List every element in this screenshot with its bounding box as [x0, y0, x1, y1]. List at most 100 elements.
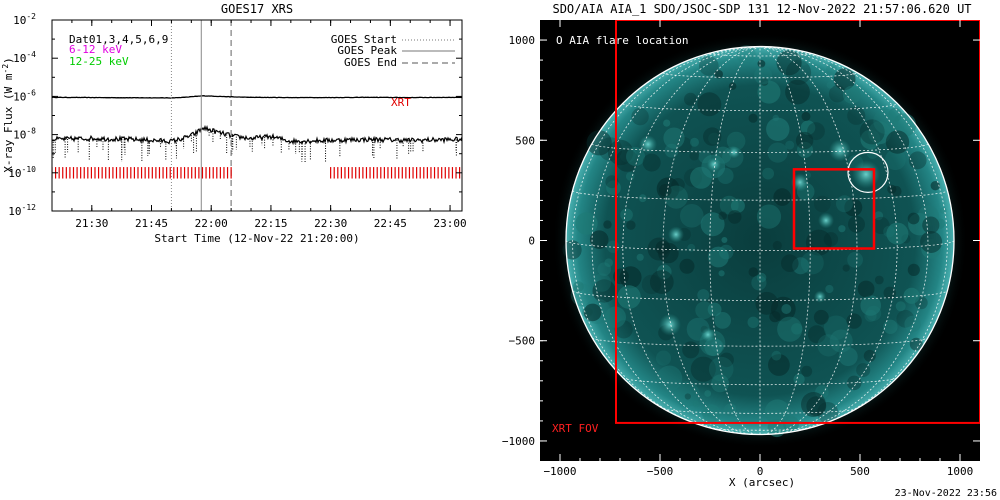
- disk-texture: [615, 149, 639, 172]
- disk-texture: [711, 374, 729, 393]
- disk-texture: [674, 381, 700, 407]
- disk-texture: [874, 275, 884, 285]
- disk-texture: [721, 237, 728, 243]
- disk-texture: [708, 246, 729, 268]
- disk-texture: [583, 303, 602, 322]
- disk-texture: [727, 403, 737, 413]
- disk-texture: [704, 390, 712, 397]
- disk-texture: [697, 92, 722, 117]
- disk-texture: [755, 291, 779, 315]
- disk-texture: [891, 185, 902, 197]
- goes-xtick-label: 22:45: [374, 217, 407, 230]
- disk-texture: [934, 218, 946, 229]
- aia-xtick-label: 1000: [947, 465, 974, 478]
- disk-texture: [756, 204, 782, 229]
- disk-texture: [606, 180, 621, 196]
- disk-texture: [922, 216, 940, 234]
- disk-texture: [896, 309, 915, 328]
- goes-ytick-label: 10-4: [13, 50, 36, 65]
- disk-texture: [659, 184, 672, 197]
- longitude-line: [662, 46, 761, 435]
- disk-texture: [826, 63, 838, 75]
- disk-texture: [692, 400, 700, 408]
- disk-texture: [756, 272, 767, 283]
- goes-legend: GOES Start GOES Peak GOES End: [331, 33, 455, 69]
- disk-texture: [842, 85, 861, 104]
- disk-texture: [860, 129, 881, 150]
- disk-texture: [940, 207, 947, 214]
- disk-texture: [638, 194, 647, 203]
- goes-channels-text: Dat01,3,4,5,6,9: [69, 33, 168, 46]
- disk-texture: [785, 79, 810, 105]
- active-region: [818, 212, 834, 229]
- disk-texture: [883, 225, 895, 238]
- disk-texture: [874, 211, 884, 221]
- disk-texture: [664, 185, 688, 209]
- disk-texture: [656, 177, 680, 201]
- legend-goes-start: GOES Start: [331, 33, 397, 46]
- disk-texture: [631, 107, 649, 126]
- footer-timestamp: 23-Nov-2022 23:56: [895, 488, 997, 499]
- disk-texture: [801, 111, 811, 121]
- aia-image: [552, 20, 980, 449]
- longitude-line: [759, 46, 811, 435]
- disk-texture: [883, 319, 898, 334]
- disk-texture: [817, 402, 839, 424]
- disk-texture: [679, 258, 695, 274]
- active-region: [707, 157, 721, 172]
- disk-texture: [829, 329, 853, 353]
- xrt-fov-rect: [615, 20, 980, 424]
- disk-texture: [680, 204, 704, 228]
- disk-texture: [748, 267, 759, 277]
- disk-texture: [796, 51, 811, 66]
- aia-ytick-label: 1000: [509, 34, 536, 47]
- disk-texture: [592, 273, 612, 292]
- disk-texture: [671, 178, 685, 192]
- aia-panel: SDO/AIA AIA_1 SDO/JSOC-SDP 131 12-Nov-20…: [502, 2, 980, 489]
- goes-ylabel-sup: -2: [1, 64, 10, 74]
- disk-texture: [823, 232, 839, 247]
- disk-texture: [730, 198, 745, 213]
- active-region: [639, 135, 657, 154]
- disk-texture: [657, 264, 672, 280]
- disk-texture: [815, 385, 829, 399]
- disk-texture: [562, 240, 582, 260]
- disk-texture: [806, 396, 827, 416]
- disk-texture: [736, 45, 756, 65]
- disk-texture: [690, 137, 699, 147]
- disk-texture: [747, 316, 759, 328]
- latitude-line: [572, 290, 948, 301]
- solar-limb: [565, 45, 955, 436]
- aia-xtick-label: 0: [757, 465, 764, 478]
- disk-texture: [614, 320, 633, 339]
- disk-texture: [781, 304, 792, 314]
- disk-texture: [792, 257, 810, 275]
- disk-texture: [663, 119, 671, 127]
- disk-texture: [703, 127, 722, 146]
- disk-texture: [776, 50, 802, 76]
- disk-texture: [807, 325, 826, 344]
- goes-ylabel-close: ): [2, 57, 15, 64]
- band-high-label: 12-25 keV: [69, 55, 129, 68]
- longitude-line: [759, 46, 929, 435]
- goes-ytick-label: 10-8: [13, 127, 36, 142]
- disk-texture: [649, 270, 674, 294]
- xrt-label: XRT: [391, 96, 411, 109]
- disk-texture: [719, 352, 734, 368]
- disk-texture: [860, 295, 881, 316]
- disk-texture: [785, 59, 812, 85]
- goes-ytick-label: 10-2: [13, 12, 36, 27]
- disk-texture: [888, 107, 902, 122]
- disk-texture: [700, 212, 725, 237]
- goes-xtick-label: 21:30: [75, 217, 108, 230]
- goes-xtick-label: 22:15: [254, 217, 287, 230]
- legend-goes-end: GOES End: [344, 56, 397, 69]
- active-region: [659, 313, 681, 336]
- goes-xtick-label: 23:00: [433, 217, 466, 230]
- active-region: [668, 226, 684, 243]
- disk-texture: [887, 184, 897, 194]
- disk-texture: [757, 59, 766, 68]
- goes-series-group: [52, 95, 462, 164]
- goes-panel: GOES17 XRS 10-2 10-4 10-6 10-8 10-10 10-12 21:…: [1, 2, 467, 245]
- disk-texture: [773, 188, 791, 206]
